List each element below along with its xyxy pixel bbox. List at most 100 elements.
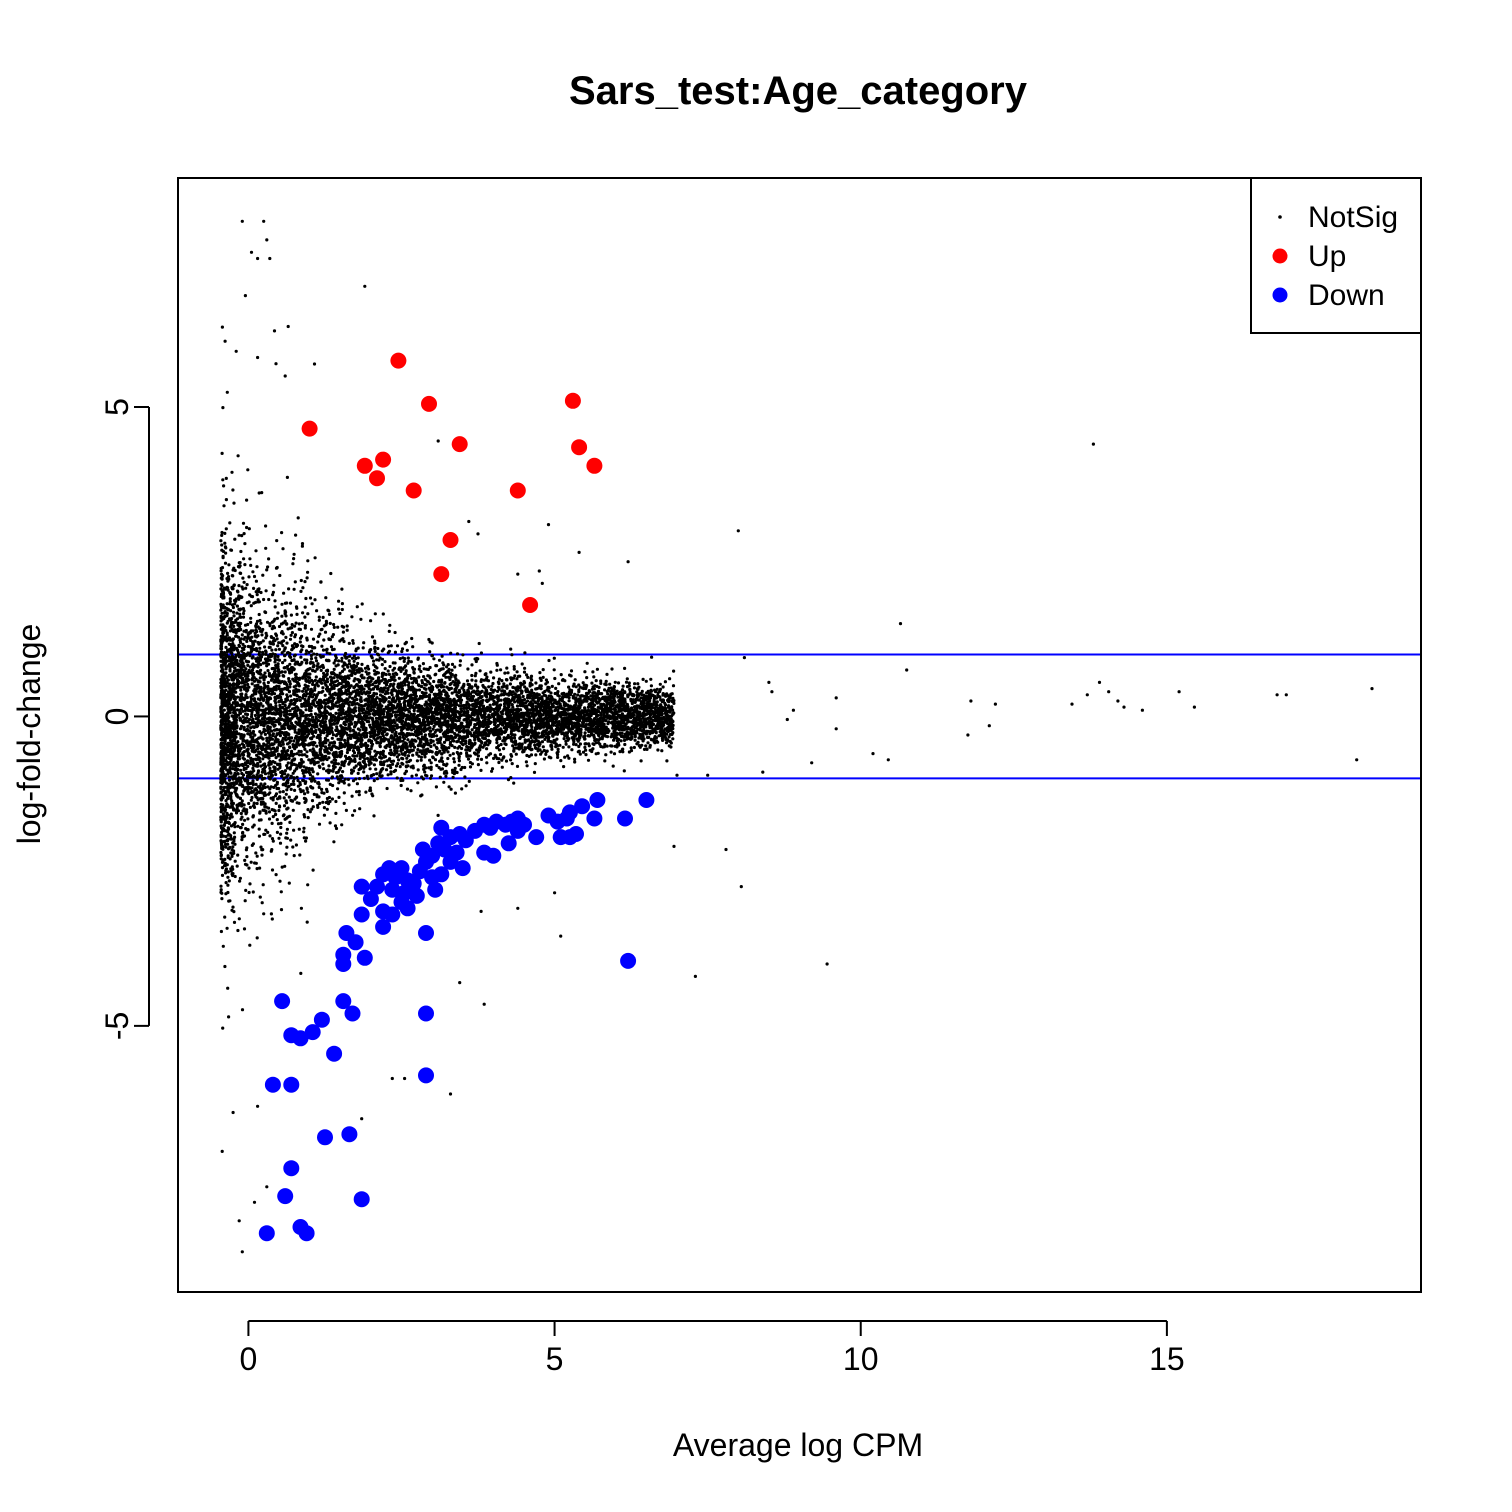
notsig-point bbox=[334, 811, 338, 816]
notsig-point bbox=[576, 693, 580, 697]
notsig-point bbox=[668, 677, 672, 681]
notsig-point bbox=[380, 774, 384, 778]
notsig-point bbox=[280, 865, 284, 869]
notsig-point bbox=[287, 756, 291, 761]
notsig-point bbox=[332, 625, 336, 630]
notsig-point bbox=[299, 971, 303, 976]
notsig-point bbox=[250, 843, 254, 848]
notsig-point bbox=[308, 661, 313, 665]
notsig-point bbox=[538, 671, 542, 675]
notsig-point bbox=[464, 739, 468, 743]
notsig-point bbox=[273, 813, 278, 817]
notsig-point bbox=[655, 687, 659, 691]
notsig-point bbox=[251, 825, 255, 829]
notsig-point bbox=[550, 726, 554, 730]
notsig-point bbox=[459, 751, 463, 756]
notsig-point bbox=[282, 639, 286, 643]
notsig-point bbox=[370, 656, 374, 660]
notsig-point bbox=[356, 727, 360, 731]
notsig-point bbox=[238, 561, 242, 565]
notsig-point bbox=[311, 715, 315, 719]
notsig-point bbox=[633, 738, 637, 742]
notsig-point bbox=[310, 799, 315, 803]
notsig-point bbox=[509, 776, 513, 780]
notsig-point bbox=[362, 776, 366, 780]
notsig-point bbox=[342, 625, 346, 629]
notsig-point bbox=[270, 848, 274, 852]
notsig-point bbox=[272, 583, 276, 587]
notsig-point bbox=[623, 742, 627, 747]
notsig-point bbox=[574, 743, 578, 747]
notsig-point bbox=[246, 468, 250, 472]
notsig-point bbox=[331, 769, 335, 773]
notsig-point bbox=[304, 708, 308, 712]
notsig-point bbox=[423, 770, 427, 774]
notsig-point bbox=[442, 750, 446, 754]
notsig-point bbox=[325, 807, 329, 811]
notsig-point bbox=[499, 698, 503, 702]
notsig-point bbox=[435, 763, 439, 768]
notsig-point bbox=[243, 542, 247, 546]
notsig-point bbox=[455, 740, 459, 744]
notsig-point bbox=[526, 675, 530, 680]
notsig-point bbox=[306, 790, 310, 794]
notsig-point bbox=[352, 659, 356, 663]
notsig-point bbox=[293, 624, 297, 628]
notsig-point bbox=[386, 644, 391, 648]
notsig-point bbox=[251, 766, 255, 771]
notsig-point bbox=[235, 611, 239, 615]
notsig-point bbox=[298, 695, 302, 699]
notsig-point bbox=[274, 632, 278, 636]
notsig-point bbox=[375, 777, 379, 781]
notsig-point bbox=[283, 769, 287, 773]
notsig-point bbox=[564, 742, 568, 746]
notsig-point bbox=[305, 636, 309, 640]
notsig-point bbox=[411, 645, 415, 649]
notsig-point bbox=[497, 748, 501, 752]
notsig-point bbox=[348, 700, 352, 704]
notsig-point bbox=[441, 661, 445, 665]
notsig-point bbox=[229, 834, 233, 838]
notsig-point bbox=[297, 827, 301, 831]
notsig-point bbox=[549, 691, 553, 695]
notsig-point bbox=[416, 657, 420, 661]
notsig-point bbox=[311, 805, 315, 809]
notsig-point bbox=[300, 753, 304, 757]
notsig-point bbox=[256, 747, 260, 751]
notsig-point bbox=[608, 682, 612, 686]
notsig-point bbox=[518, 674, 522, 678]
notsig-point bbox=[428, 682, 432, 686]
notsig-point bbox=[371, 682, 375, 687]
notsig-point bbox=[478, 669, 482, 673]
notsig-point bbox=[346, 777, 350, 782]
notsig-point bbox=[253, 600, 258, 605]
notsig-point bbox=[277, 836, 281, 840]
notsig-point bbox=[259, 590, 263, 595]
notsig-point bbox=[455, 703, 459, 707]
notsig-point bbox=[273, 680, 277, 684]
notsig-point bbox=[248, 557, 252, 561]
notsig-point bbox=[238, 640, 243, 645]
notsig-point bbox=[228, 899, 232, 903]
notsig-point bbox=[456, 746, 460, 750]
notsig-point bbox=[519, 735, 523, 739]
notsig-point bbox=[355, 688, 360, 692]
notsig-point bbox=[324, 596, 328, 600]
notsig-point bbox=[541, 745, 545, 749]
notsig-point bbox=[605, 672, 609, 677]
notsig-point bbox=[345, 697, 349, 701]
notsig-point bbox=[485, 747, 489, 751]
notsig-point bbox=[274, 772, 278, 777]
notsig-point bbox=[263, 610, 267, 614]
notsig-point bbox=[648, 743, 652, 748]
notsig-point bbox=[262, 597, 266, 602]
notsig-point bbox=[266, 724, 270, 728]
notsig-point bbox=[242, 557, 246, 561]
notsig-point bbox=[346, 665, 350, 669]
notsig-point bbox=[327, 637, 331, 641]
notsig-point bbox=[583, 737, 587, 741]
notsig-point bbox=[263, 671, 267, 675]
notsig-point bbox=[282, 666, 286, 670]
notsig-point bbox=[292, 587, 296, 591]
notsig-point bbox=[281, 547, 285, 551]
